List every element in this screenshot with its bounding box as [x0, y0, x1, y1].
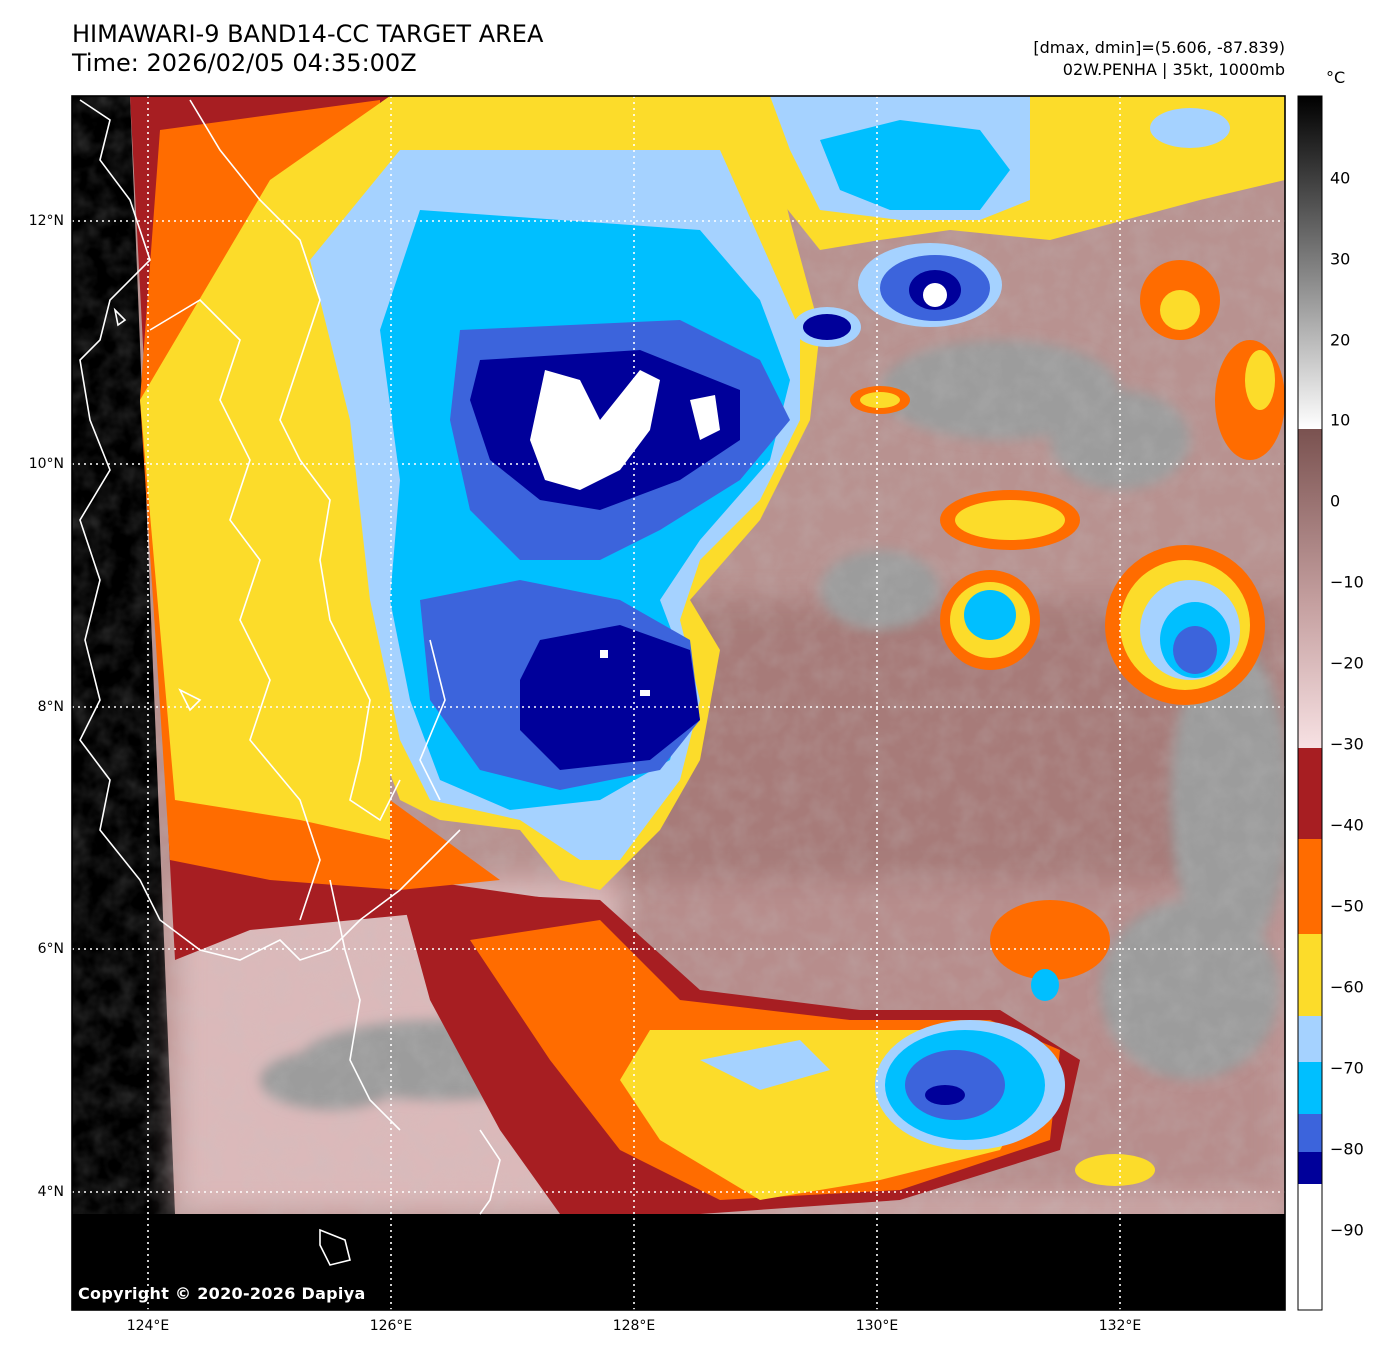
colorbar-cyan	[1298, 1062, 1322, 1114]
map-frame	[71, 95, 1286, 1311]
colorbar-orange	[1298, 839, 1322, 934]
colorbar-tick: 30	[1330, 249, 1351, 269]
colorbar-frame	[1297, 95, 1323, 1311]
colorbar-tick: −80	[1330, 1139, 1364, 1159]
colorbar-tick: −50	[1330, 896, 1364, 916]
lat-tick: 8°N	[37, 699, 64, 715]
coldest-tops	[530, 370, 720, 696]
colorbar-pink-gradient	[1298, 429, 1322, 748]
copyright-notice: Copyright © 2020-2026 Dapiya	[78, 1284, 366, 1303]
lat-tick: 12°N	[28, 213, 64, 229]
lon-tick: 128°E	[612, 1318, 656, 1334]
lat-tick: 4°N	[37, 1184, 64, 1200]
ne-cell-white	[923, 283, 947, 307]
south-band-lightblue	[700, 1040, 830, 1090]
colorbar-lightblue	[1298, 1016, 1322, 1062]
east-cell-2-cyan	[964, 590, 1016, 640]
colorbar-tick: 0	[1330, 491, 1341, 511]
colorbar-blue	[1298, 1114, 1322, 1152]
lon-tick: 132°E	[1098, 1318, 1142, 1334]
colorbar-tick: −90	[1330, 1220, 1364, 1240]
se-small-cell	[1075, 1154, 1155, 1186]
colorbar-tick: 10	[1330, 410, 1351, 430]
se-cell-blue	[905, 1050, 1005, 1120]
colorbar-tick: 40	[1330, 168, 1351, 188]
small-east-cell	[1031, 969, 1059, 1001]
colorbar-tick: −60	[1330, 977, 1364, 997]
colorbar-white	[1298, 1184, 1322, 1310]
colorbar-tick: −30	[1330, 734, 1364, 754]
colorbar-yellow	[1298, 934, 1322, 1016]
colorbar-tick: −20	[1330, 653, 1364, 673]
se-cell-darkblue	[925, 1085, 965, 1105]
colorbar	[1297, 95, 1323, 1311]
lon-tick: 124°E	[126, 1318, 170, 1334]
lat-tick: 10°N	[28, 456, 64, 472]
colorbar-tick: −10	[1330, 572, 1364, 592]
storm-line: 02W.PENHA | 35kt, 1000mb	[1062, 60, 1285, 79]
imagery-layer	[72, 96, 1285, 1310]
ne-band-cyan	[820, 120, 1010, 210]
colorbar-darkblue	[1298, 1152, 1322, 1184]
chart-title: HIMAWARI-9 BAND14-CC TARGET AREA Time: 2…	[72, 20, 543, 78]
colorbar-unit: °C	[1326, 68, 1346, 87]
lat-tick: 6°N	[37, 941, 64, 957]
colorbar-tick: −40	[1330, 815, 1364, 835]
east-cell-blue	[1173, 626, 1217, 674]
far-ne-cell	[1150, 108, 1230, 148]
lon-tick: 126°E	[369, 1318, 413, 1334]
stats-line: [dmax, dmin]=(5.606, -87.839)	[1033, 38, 1285, 57]
colorbar-tick: −70	[1330, 1058, 1364, 1078]
graticule	[72, 96, 1285, 1310]
title-line-1: HIMAWARI-9 BAND14-CC TARGET AREA	[72, 20, 544, 48]
title-line-2: Time: 2026/02/05 04:35:00Z	[72, 49, 417, 77]
no-data-bottom	[72, 1214, 1285, 1310]
colorbar-red	[1298, 748, 1322, 839]
mcs-darkblue-south	[520, 625, 700, 770]
small-cell-darkblue	[803, 314, 851, 340]
storm-info: [dmax, dmin]=(5.606, -87.839) 02W.PENHA …	[1033, 37, 1285, 81]
lon-tick: 130°E	[855, 1318, 899, 1334]
colorbar-warm-gradient	[1298, 96, 1322, 429]
coastlines	[79, 99, 501, 1266]
colorbar-tick: 20	[1330, 330, 1351, 350]
